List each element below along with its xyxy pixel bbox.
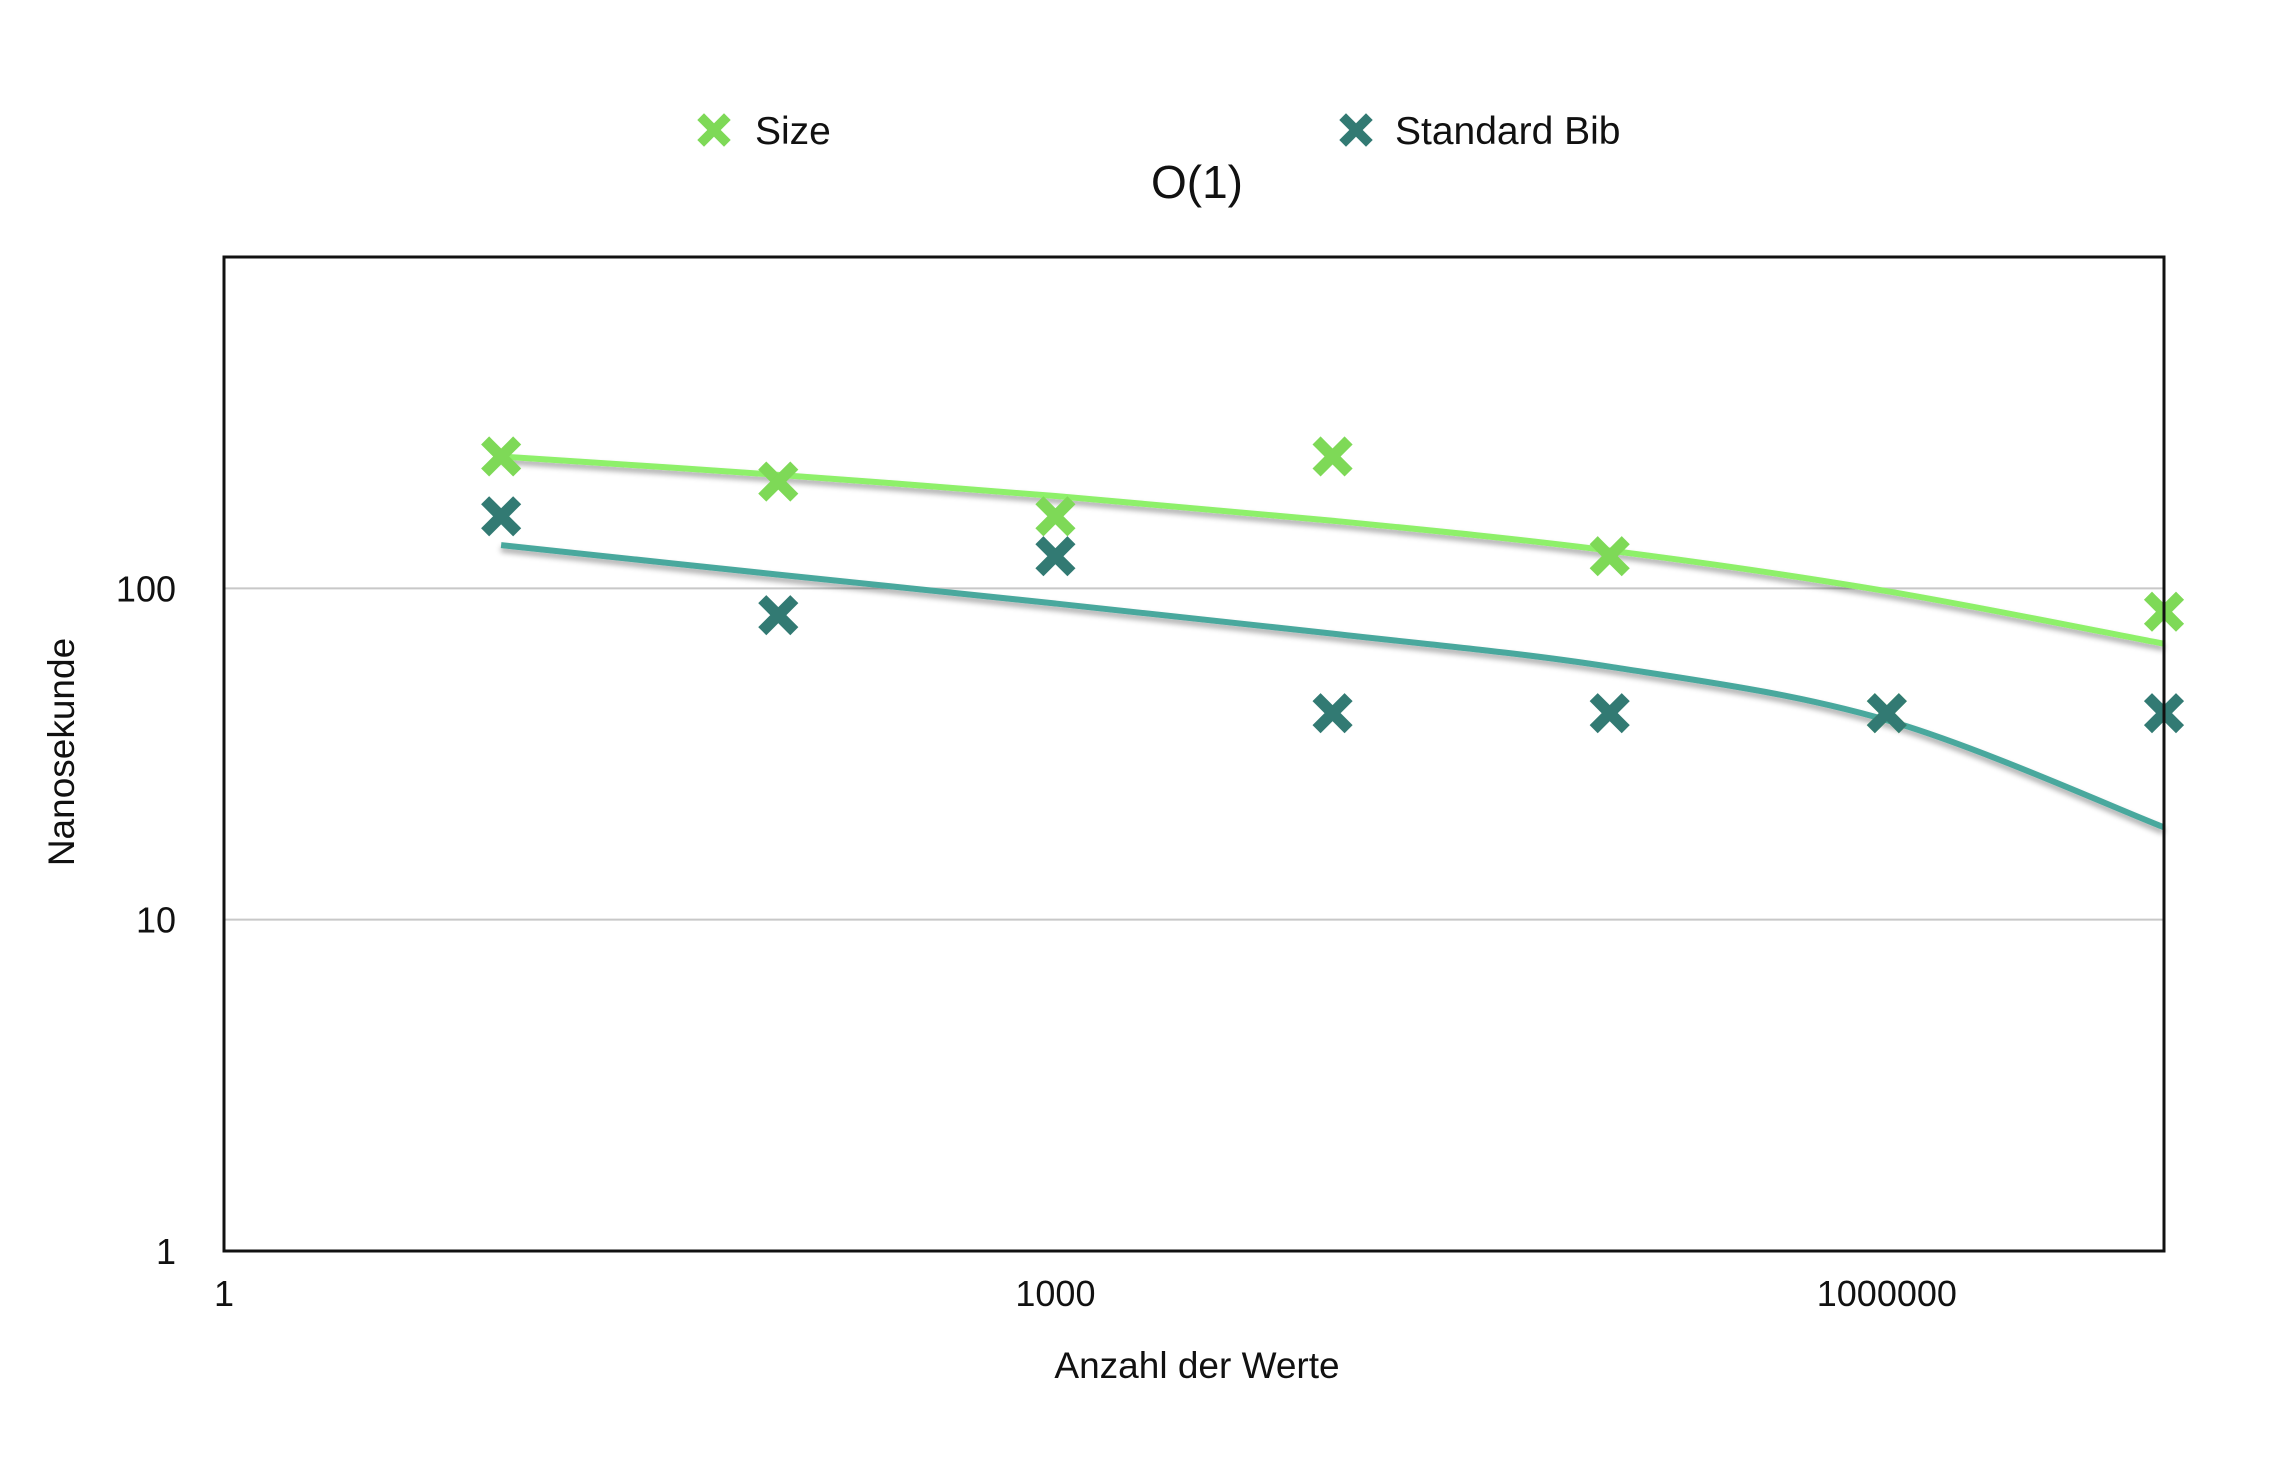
trend-line-0 bbox=[500, 453, 2165, 647]
data-point-series-1 bbox=[1312, 693, 1353, 734]
y-tick-label: 1 bbox=[156, 1231, 176, 1272]
y-tick-label: 100 bbox=[116, 568, 176, 609]
grid-lines bbox=[224, 587, 2164, 921]
data-point-series-1 bbox=[1035, 536, 1076, 577]
data-point-series-0 bbox=[481, 436, 522, 477]
data-point-series-1 bbox=[758, 595, 799, 636]
legend-item-standard-bib[interactable]: Standard Bib bbox=[1339, 110, 1621, 153]
x-axis-label: Anzahl der Werte bbox=[1054, 1345, 1339, 1386]
plot-border bbox=[222, 255, 2166, 1253]
legend: Size Standard Bib bbox=[697, 110, 1621, 153]
legend-x-mark-standard-bib bbox=[1339, 113, 1373, 147]
y-tick-label: 10 bbox=[136, 900, 176, 941]
legend-label-standard-bib: Standard Bib bbox=[1395, 110, 1621, 153]
y-axis-label: Nanosekunde bbox=[41, 638, 82, 866]
plot-frame bbox=[222, 255, 2166, 1253]
data-point-series-1 bbox=[1866, 693, 1907, 734]
x-tick-label: 1 bbox=[214, 1273, 234, 1314]
chart-title: O(1) bbox=[1151, 156, 1243, 208]
data-point-series-0 bbox=[1312, 436, 1353, 477]
legend-marker-size bbox=[697, 113, 731, 147]
x-tick-labels: 1 1000 1000000 bbox=[214, 1273, 1957, 1314]
data-point-series-0 bbox=[1589, 536, 1630, 577]
trend-lines bbox=[500, 453, 2166, 831]
data-point-series-1 bbox=[1589, 693, 1630, 734]
data-markers bbox=[481, 436, 2185, 734]
legend-x-mark-size bbox=[697, 113, 731, 147]
data-point-series-1 bbox=[481, 496, 522, 537]
x-tick-label: 1000000 bbox=[1817, 1273, 1957, 1314]
data-point-series-0 bbox=[1035, 496, 1076, 537]
legend-marker-standard-bib bbox=[1339, 113, 1373, 147]
data-point-series-0 bbox=[758, 461, 799, 502]
legend-label-size: Size bbox=[755, 110, 831, 153]
y-tick-labels: 1 10 100 bbox=[116, 568, 176, 1272]
x-tick-label: 1000 bbox=[1015, 1273, 1095, 1314]
legend-item-size[interactable]: Size bbox=[697, 110, 831, 153]
